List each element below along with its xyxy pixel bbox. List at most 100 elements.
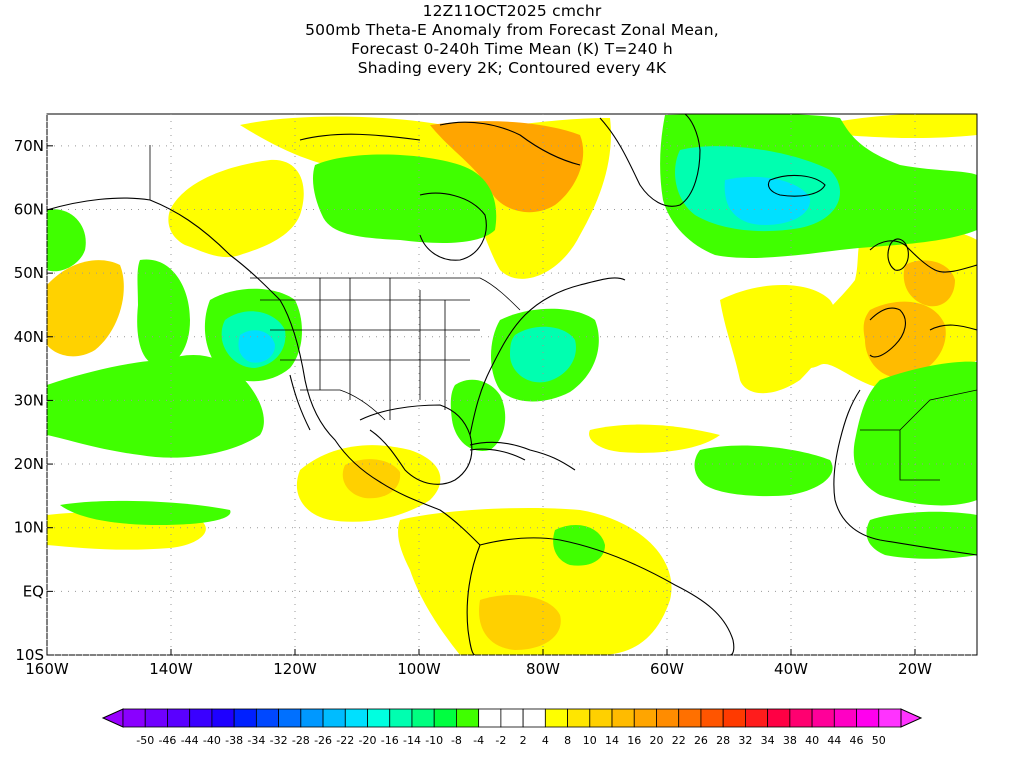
shade-mexico-orange (342, 459, 401, 499)
coast-iceland (767, 174, 826, 197)
colorbar-label: 34 (761, 734, 775, 747)
colorbar-label: 46 (850, 734, 864, 747)
colorbar-swatch (344, 708, 368, 728)
colorbar-arrow-right (900, 708, 923, 728)
lat-tick-label: 70N (14, 137, 44, 155)
colorbar-swatch (167, 708, 191, 728)
colorbar-swatch (189, 708, 213, 728)
shade-alaska-positive (168, 159, 304, 258)
shade-pacific-green-upper (137, 259, 190, 366)
colorbar-label: -46 (158, 734, 176, 747)
map-frame (46, 113, 978, 656)
border-africa (860, 389, 977, 481)
colorbar-swatch (722, 708, 746, 728)
coast-us-east (469, 277, 626, 436)
colorbar-swatch (122, 708, 146, 728)
lat-tick-label: 10S (15, 646, 44, 664)
graticule (46, 114, 977, 656)
colorbar-swatch (700, 708, 724, 728)
colorbar-swatch (544, 708, 568, 728)
colorbar-swatch (633, 708, 657, 728)
shade-guiana-green (553, 525, 605, 566)
colorbar-label: 8 (564, 734, 571, 747)
colorbar-swatch (211, 708, 235, 728)
colorbar-label: 28 (716, 734, 730, 747)
colorbar-swatch (300, 708, 324, 728)
colorbar-swatch (500, 708, 524, 728)
colorbar-swatch (745, 708, 769, 728)
lon-tick-label: 140W (149, 660, 193, 678)
shade-hudson-green (312, 154, 497, 243)
colorbar-swatch (567, 708, 591, 728)
shade-greenland-orange (430, 121, 584, 213)
coast-europe (869, 240, 977, 358)
title-run-line: 12Z11OCT2025 cmchr (422, 2, 602, 20)
political-borders (149, 145, 977, 481)
shade-amazon-orange (479, 595, 561, 650)
colorbar-swatch (789, 708, 813, 728)
border-us-mexico (300, 389, 386, 421)
shade-atlantic-north-positive (835, 114, 977, 139)
colorbar-swatch (433, 708, 457, 728)
colorbar-label: -14 (403, 734, 421, 747)
colorbar-label: 16 (627, 734, 641, 747)
colorbar-label: -22 (336, 734, 354, 747)
shade-florida-green (450, 379, 506, 451)
shade-eastpac-green (60, 500, 231, 525)
latitude-axis: 70N 60N 50N 40N 30N 20N 10N EQ 10S (14, 137, 53, 664)
lon-tick-label: 60W (650, 660, 684, 678)
colorbar-label: 44 (827, 734, 841, 747)
colorbar-swatch (811, 708, 835, 728)
colorbar-swatch (522, 708, 546, 728)
lon-tick-label: 100W (397, 660, 441, 678)
lat-tick-label: 60N (14, 200, 44, 218)
colorbar: -50 -46 -44 -40 -38 -34 -32 -28 -26 -22 -20 -16 -14-… (101, 708, 923, 747)
colorbar-label: -20 (359, 734, 377, 747)
colorbar-label: -44 (181, 734, 199, 747)
coast-uk (887, 238, 909, 271)
lat-tick-label: 20N (14, 455, 44, 473)
coastlines (47, 114, 977, 655)
lon-tick-label: 160W (25, 660, 69, 678)
coast-africa (833, 389, 977, 556)
colorbar-swatch (656, 708, 680, 728)
colorbar-labels: -50 -46 -44 -40 -38 -34 -32 -28 -26 -22 -20 -16 -14-… (136, 734, 886, 747)
lat-tick-label: 40N (14, 328, 44, 346)
colorbar-swatch (456, 708, 480, 728)
title-block: 12Z11OCT2025 cmchr 500mb Theta-E Anomaly… (0, 2, 1024, 78)
lon-tick-label: 40W (774, 660, 808, 678)
coast-baja (289, 374, 311, 431)
colorbar-label: -10 (425, 734, 443, 747)
shade-pacific-west-positive (47, 260, 124, 357)
colorbar-label: 4 (542, 734, 549, 747)
colorbar-swatch (856, 708, 880, 728)
border-us-canada (250, 277, 521, 311)
colorbar-swatch (833, 708, 857, 728)
lat-tick-label: 30N (14, 391, 44, 409)
lat-tick-label: EQ (23, 582, 44, 600)
colorbar-label: 32 (738, 734, 752, 747)
colorbar-swatch (611, 708, 635, 728)
shade-alaska-green (47, 209, 86, 272)
colorbar-label: 38 (783, 734, 797, 747)
colorbar-label: -8 (451, 734, 462, 747)
colorbar-swatch (233, 708, 257, 728)
colorbar-label: 22 (672, 734, 686, 747)
coast-cuba (469, 448, 526, 461)
lat-tick-label: 50N (14, 264, 44, 282)
border-us-states (260, 278, 480, 420)
lon-tick-label: 120W (273, 660, 317, 678)
coast-south-america (466, 537, 735, 655)
colorbar-swatch (322, 708, 346, 728)
coast-greenland (599, 114, 701, 207)
colorbar-swatch (144, 708, 168, 728)
colorbar-swatch (678, 708, 702, 728)
colorbar-swatch (278, 708, 302, 728)
colorbar-label: -34 (247, 734, 265, 747)
colorbar-label: 26 (694, 734, 708, 747)
lon-tick-label: 20W (898, 660, 932, 678)
lat-tick-label: 10N (14, 519, 44, 537)
shade-southwest-cyan (238, 330, 275, 363)
longitude-axis: 160W140W120W100W80W60W40W20W0 (25, 649, 932, 678)
colorbar-label: 14 (605, 734, 619, 747)
